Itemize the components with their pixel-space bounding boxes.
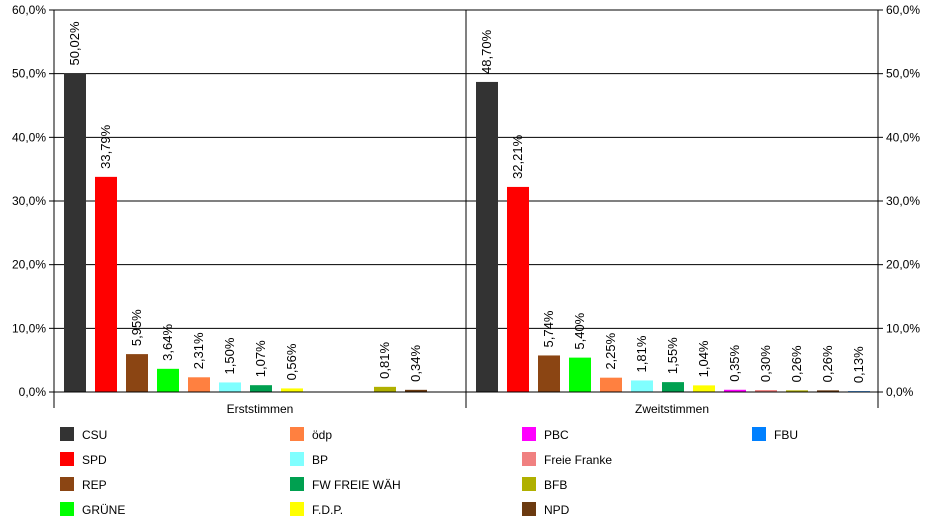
data-label: 1,81% <box>634 335 649 372</box>
legend-swatch-gruene <box>60 502 74 516</box>
y-tick-label-right: 60,0% <box>886 3 920 17</box>
bar-rep-erststimmen <box>126 354 148 392</box>
data-label: 0,26% <box>789 345 804 382</box>
legend-swatch-npd <box>522 502 536 516</box>
legend-swatch-bp <box>290 452 304 466</box>
bar-npd-zweitstimmen <box>817 390 839 392</box>
category-label: Zweitstimmen <box>635 402 709 416</box>
legend-swatch-freie-franke <box>522 452 536 466</box>
data-label: 0,34% <box>408 345 423 382</box>
y-tick-label-left: 40,0% <box>12 130 46 144</box>
legend-swatch-rep <box>60 477 74 491</box>
data-label: 0,56% <box>284 343 299 380</box>
legend-label-csu: CSU <box>82 428 107 442</box>
legend-label-oedp: ödp <box>312 428 332 442</box>
bar-rep-zweitstimmen <box>538 355 560 392</box>
legend-swatch-oedp <box>290 427 304 441</box>
data-label: 48,70% <box>479 29 494 74</box>
legend-label-f-d-p: F.D.P. <box>312 503 343 517</box>
legend-label-fbu: FBU <box>774 428 798 442</box>
y-tick-label-left: 50,0% <box>12 67 46 81</box>
legend-swatch-fbu <box>752 427 766 441</box>
data-label: 1,55% <box>665 337 680 374</box>
bars <box>64 73 870 393</box>
legend-label-rep: REP <box>82 478 107 492</box>
data-labels: 50,02% 33,79% 5,95% 3,64% 2,31% 1,50% 1,07% 0,5… <box>67 21 866 383</box>
data-label: 3,64% <box>160 324 175 361</box>
legend-swatch-fw-freie-waeh <box>290 477 304 491</box>
y-tick-label-right: 0,0% <box>886 385 914 399</box>
y-tick-label-right: 40,0% <box>886 130 920 144</box>
legend-swatch-csu <box>60 427 74 441</box>
legend-swatch-pbc <box>522 427 536 441</box>
legend: CSU SPD REP GRÜNE ödp BP FW FREIE WÄH F.D.P. PBC… <box>60 427 798 517</box>
legend-label-npd: NPD <box>544 503 570 517</box>
data-label: 1,07% <box>253 340 268 377</box>
category-label: Erststimmen <box>227 402 294 416</box>
bar-npd-erststimmen <box>405 389 427 392</box>
y-tick-label-right: 10,0% <box>886 321 920 335</box>
bar-oedp-zweitstimmen <box>600 377 622 392</box>
data-label: 0,30% <box>758 345 773 382</box>
data-label: 32,21% <box>510 134 525 179</box>
y-tick-label-left: 10,0% <box>12 321 46 335</box>
legend-label-fw-freie-waeh: FW FREIE WÄH <box>312 478 401 492</box>
bar-f-d-p-erststimmen <box>281 388 303 392</box>
data-label: 2,25% <box>603 332 618 369</box>
data-label: 5,74% <box>541 310 556 347</box>
legend-label-bp: BP <box>312 453 328 467</box>
data-label: 1,04% <box>696 340 711 377</box>
legend-swatch-bfb <box>522 477 536 491</box>
y-tick-label-right: 30,0% <box>886 194 920 208</box>
bar-fw-freie-waeh-zweitstimmen <box>662 382 684 392</box>
data-label: 1,50% <box>222 337 237 374</box>
bar-gruene-erststimmen <box>157 368 179 392</box>
bar-bfb-erststimmen <box>374 386 396 392</box>
bar-bp-erststimmen <box>219 382 241 392</box>
bar-csu-erststimmen <box>64 73 86 392</box>
y-tick-label-left: 60,0% <box>12 3 46 17</box>
data-label: 2,31% <box>191 332 206 369</box>
bar-csu-zweitstimmen <box>476 81 498 393</box>
bar-bp-zweitstimmen <box>631 380 653 392</box>
bar-freie-franke-zweitstimmen <box>755 390 777 392</box>
legend-label-pbc: PBC <box>544 428 569 442</box>
data-label: 5,95% <box>129 309 144 346</box>
legend-swatch-f-d-p <box>290 502 304 516</box>
data-label: 5,40% <box>572 312 587 349</box>
y-tick-label-right: 50,0% <box>886 67 920 81</box>
data-label: 33,79% <box>98 124 113 169</box>
bar-spd-erststimmen <box>95 176 117 392</box>
bar-pbc-zweitstimmen <box>724 389 746 392</box>
y-tick-label-left: 30,0% <box>12 194 46 208</box>
data-label: 0,26% <box>820 345 835 382</box>
bar-fw-freie-waeh-erststimmen <box>250 385 272 392</box>
legend-label-spd: SPD <box>82 453 107 467</box>
legend-label-freie-franke: Freie Franke <box>544 453 612 467</box>
bar-oedp-erststimmen <box>188 377 210 392</box>
bar-gruene-zweitstimmen <box>569 357 591 392</box>
bar-spd-zweitstimmen <box>507 186 529 392</box>
data-label: 0,35% <box>727 344 742 381</box>
bar-f-d-p-zweitstimmen <box>693 385 715 392</box>
data-label: 0,81% <box>377 342 392 379</box>
bar-bfb-zweitstimmen <box>786 390 808 392</box>
y-tick-label-right: 20,0% <box>886 258 920 272</box>
y-tick-label-left: 20,0% <box>12 258 46 272</box>
data-label: 0,13% <box>851 346 866 383</box>
axes: 0,0% 0,0% 10,0% 10,0% 20,0% 20,0% 30,0% 30,0% 40… <box>12 3 920 416</box>
y-tick-label-left: 0,0% <box>19 385 47 399</box>
legend-swatch-spd <box>60 452 74 466</box>
data-label: 50,02% <box>67 21 82 66</box>
legend-label-gruene: GRÜNE <box>82 503 125 517</box>
legend-label-bfb: BFB <box>544 478 567 492</box>
